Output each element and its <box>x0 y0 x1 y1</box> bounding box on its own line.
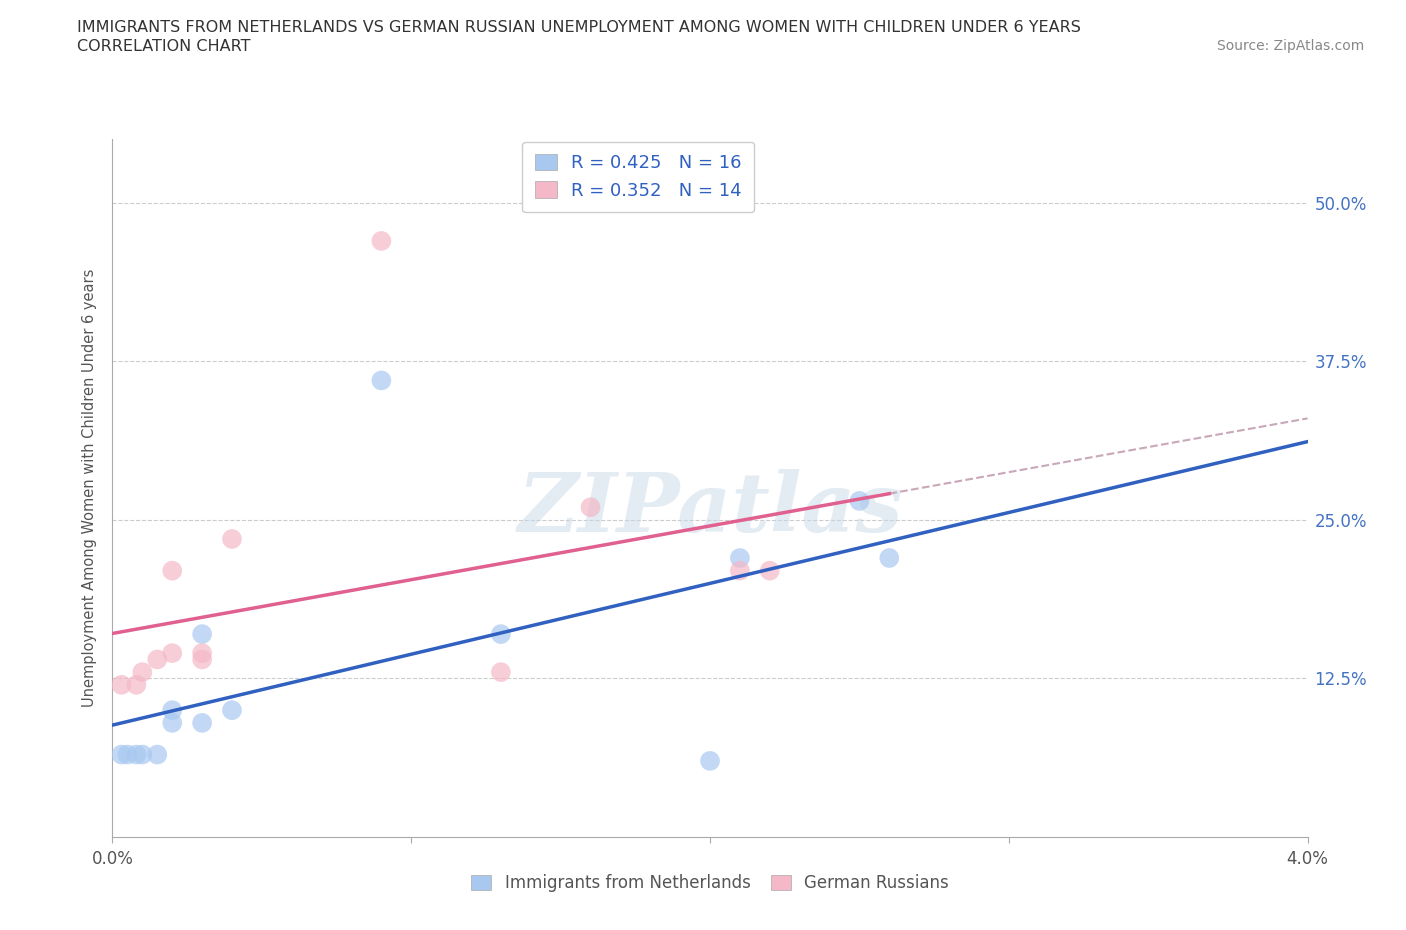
Point <box>162 564 183 578</box>
Point <box>758 564 780 578</box>
Point <box>579 499 602 514</box>
Point <box>191 715 214 730</box>
Point <box>162 645 183 660</box>
Y-axis label: Unemployment Among Women with Children Under 6 years: Unemployment Among Women with Children U… <box>82 269 97 708</box>
Point <box>146 747 169 762</box>
Point <box>370 233 392 248</box>
Point <box>125 747 148 762</box>
Text: IMMIGRANTS FROM NETHERLANDS VS GERMAN RUSSIAN UNEMPLOYMENT AMONG WOMEN WITH CHIL: IMMIGRANTS FROM NETHERLANDS VS GERMAN RU… <box>77 20 1081 35</box>
Point <box>125 677 148 692</box>
Point <box>117 747 139 762</box>
Point <box>489 665 512 680</box>
Point <box>728 551 751 565</box>
Legend: Immigrants from Netherlands, German Russians: Immigrants from Netherlands, German Russ… <box>465 867 955 898</box>
Point <box>110 677 132 692</box>
Point <box>110 747 132 762</box>
Point <box>162 715 183 730</box>
Text: Source: ZipAtlas.com: Source: ZipAtlas.com <box>1216 39 1364 53</box>
Text: CORRELATION CHART: CORRELATION CHART <box>77 39 250 54</box>
Text: ZIPatlas: ZIPatlas <box>517 469 903 550</box>
Point <box>146 652 169 667</box>
Point <box>191 652 214 667</box>
Point <box>131 665 153 680</box>
Point <box>848 494 870 509</box>
Point <box>191 627 214 642</box>
Point <box>221 703 243 718</box>
Point <box>131 747 153 762</box>
Point <box>370 373 392 388</box>
Point <box>221 532 243 547</box>
Point <box>162 703 183 718</box>
Point <box>728 564 751 578</box>
Point <box>699 753 721 768</box>
Point <box>191 645 214 660</box>
Point <box>489 627 512 642</box>
Point <box>877 551 900 565</box>
